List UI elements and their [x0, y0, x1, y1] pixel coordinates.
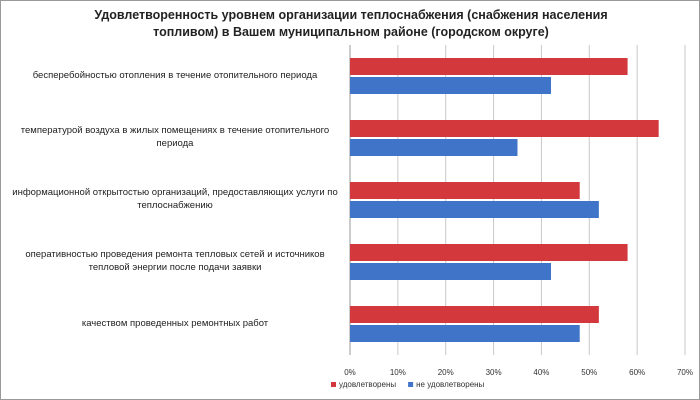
- y-tick-label: оперативностью проведения ремонта теплов…: [25, 249, 325, 273]
- bar: [350, 77, 551, 94]
- x-tick-label: 10%: [390, 368, 406, 377]
- y-tick-label: температурой воздуха в жилых помещениях …: [20, 125, 330, 149]
- bar: [350, 306, 599, 323]
- legend-label: не удовлетворены: [416, 380, 484, 389]
- legend-label: удовлетворены: [339, 380, 396, 389]
- y-tick-label: бесперебойностью отопления в течение ото…: [32, 69, 318, 81]
- chart-title: Удовлетворенность уровнем организации те…: [94, 8, 608, 39]
- x-tick-label: 0%: [344, 368, 356, 377]
- legend-swatch: [408, 382, 414, 387]
- bar: [350, 182, 580, 199]
- y-tick-label: качеством проведенных ремонтных работ: [81, 317, 269, 329]
- bar: [350, 139, 518, 156]
- bar: [350, 58, 628, 75]
- x-tick-label: 70%: [677, 368, 693, 377]
- bar: [350, 201, 599, 218]
- bar: [350, 263, 551, 280]
- y-tick-label: информационной открытостью организаций, …: [12, 187, 338, 211]
- bar: [350, 120, 659, 137]
- x-tick-label: 40%: [533, 368, 549, 377]
- x-tick-label: 50%: [581, 368, 597, 377]
- x-tick-label: 60%: [629, 368, 645, 377]
- bar: [350, 325, 580, 342]
- x-tick-label: 30%: [486, 368, 502, 377]
- bar: [350, 244, 628, 261]
- x-tick-label: 20%: [438, 368, 454, 377]
- legend-swatch: [331, 382, 336, 387]
